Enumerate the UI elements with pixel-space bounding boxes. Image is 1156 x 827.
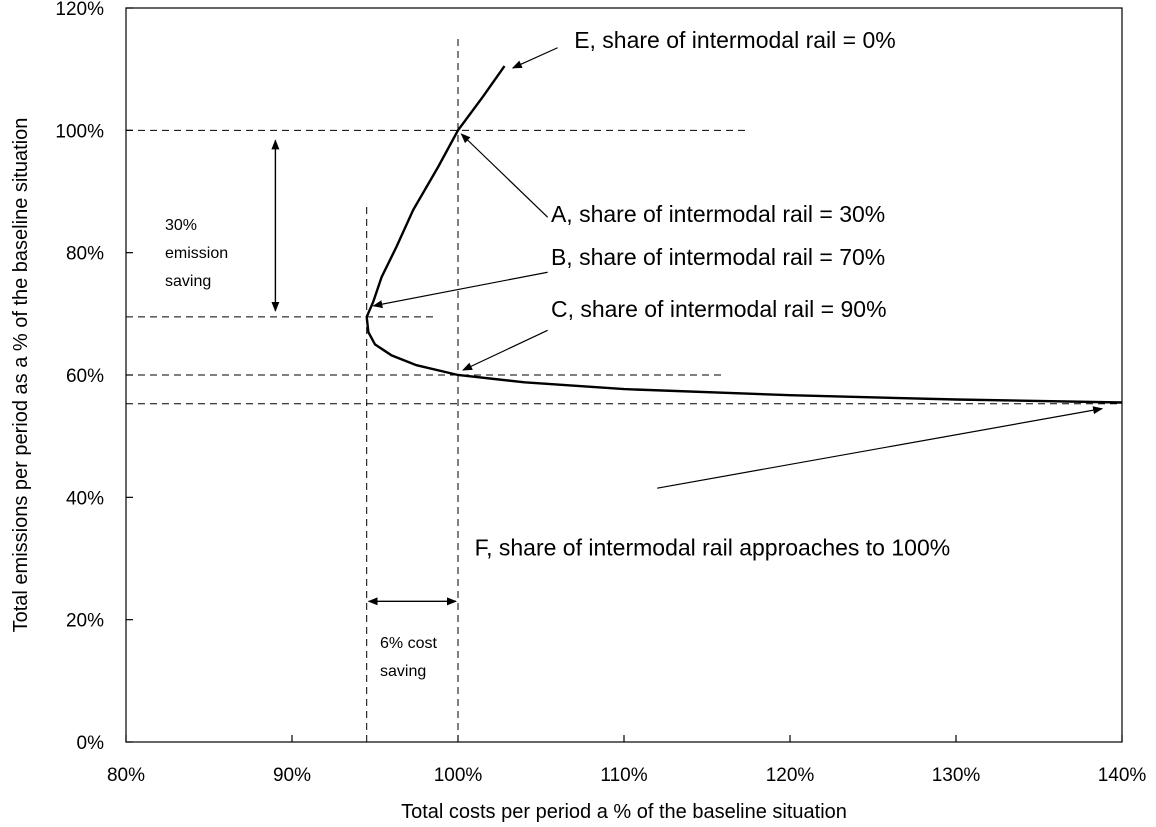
y-axis: 0% 20% 40% 60% 80% 100% 120% [55,0,133,754]
y-axis-title: Total emissions per period as a % of the… [10,118,32,633]
annotation-arrow [657,406,1104,489]
x-tick-label: 110% [600,765,647,786]
annotation-arrow [372,271,548,309]
annotation-label: B, share of intermodal rail = 70% [551,244,885,270]
annotation-arrow [511,47,558,69]
savings-indicators: 30% emission saving 6% cost saving [165,139,457,680]
x-tick-label: 130% [932,765,981,786]
x-tick-label: 80% [107,765,145,786]
emission-saving-label: saving [165,273,211,290]
annotation-label: E, share of intermodal rail = 0% [574,27,896,53]
annotation-arrow [462,329,548,371]
x-tick-label: 120% [766,765,815,786]
y-tick-label: 60% [66,366,104,387]
y-tick-label: 80% [66,244,104,265]
annotation-label: F, share of intermodal rail approaches t… [475,534,951,560]
annotation-arrow [460,133,549,218]
annotation-label: A, share of intermodal rail = 30% [551,201,885,227]
series-line [365,65,1123,404]
emission-saving-label: 30% [165,217,197,234]
annotation-label: C, share of intermodal rail = 90% [551,296,887,322]
x-axis: 80% 90% 100% 110% 120% 130% 140% [107,735,1146,786]
cost-saving-label: 6% cost [380,635,437,652]
x-axis-title: Total costs per period a % of the baseli… [401,801,847,823]
x-tick-label: 140% [1098,765,1147,786]
y-tick-label: 100% [55,121,104,142]
cost-saving-label: saving [380,663,426,680]
x-tick-label: 90% [273,765,311,786]
y-tick-label: 0% [77,733,105,754]
x-tick-label: 100% [434,765,483,786]
y-tick-label: 20% [66,611,104,632]
emission-saving-label: emission [165,245,228,262]
reference-lines [126,38,1122,742]
y-tick-label: 40% [66,488,104,509]
annotations: E, share of intermodal rail = 0% A, share… [372,27,1104,560]
y-tick-label: 120% [55,0,104,20]
